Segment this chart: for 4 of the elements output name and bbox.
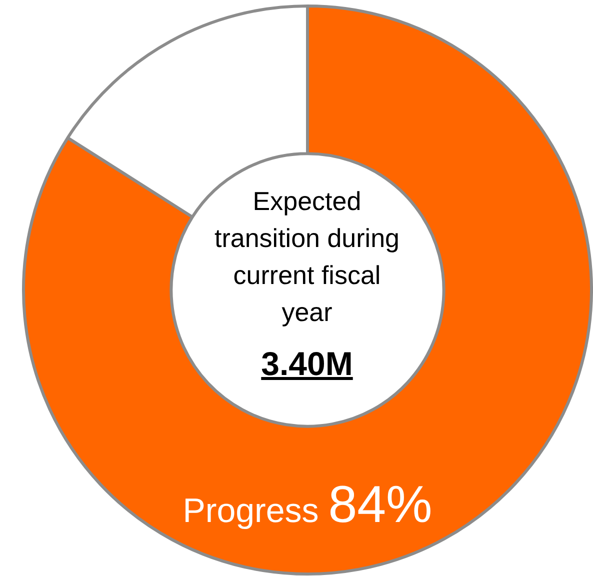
data-label: 84%: [328, 476, 432, 534]
text: Expected transition during current fiscal year: [214, 185, 400, 329]
text: 3.40M: [260, 345, 354, 383]
slice-label: Progress: [182, 492, 319, 530]
